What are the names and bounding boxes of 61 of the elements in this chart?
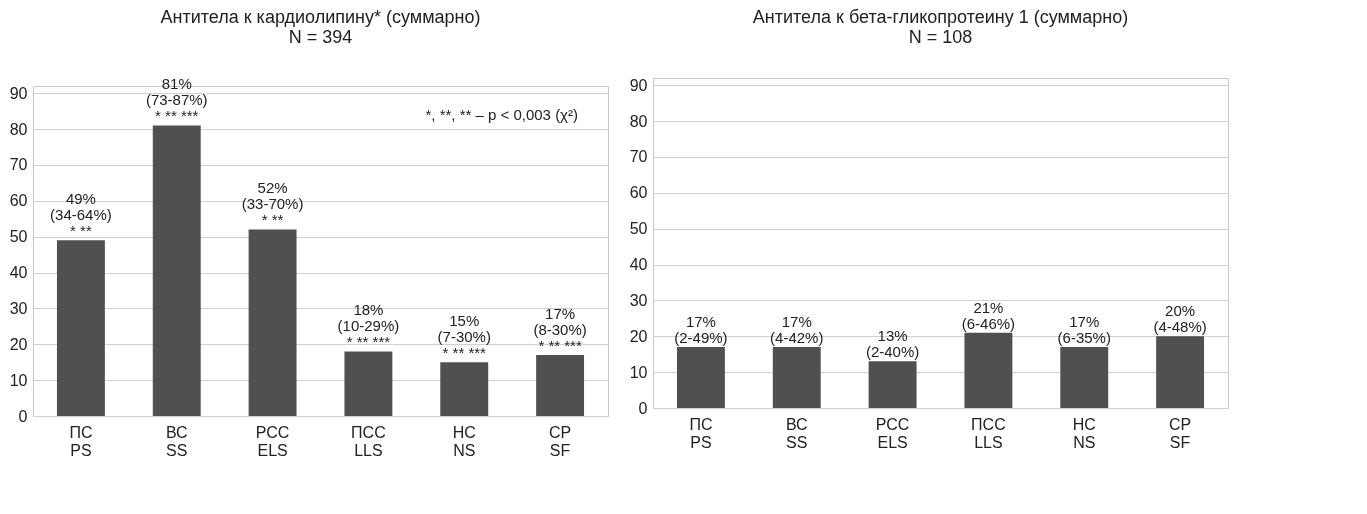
y-tick-label: 40 <box>9 264 28 282</box>
bar <box>248 229 297 416</box>
y-tick-label: 60 <box>9 192 28 210</box>
chart-title: Антитела к бета-гликопротеину 1 (суммарно) <box>752 7 1129 28</box>
data-label: 49% (34-64%) * ** <box>50 190 112 240</box>
data-label: 13% (2-40%) <box>865 327 920 361</box>
x-tick-label: ПС PS <box>69 423 93 459</box>
bar <box>1156 336 1205 408</box>
bar <box>1060 347 1109 408</box>
y-tick-label: 30 <box>629 291 648 309</box>
annotation: *, **, ** – p < 0,003 (χ²) <box>425 106 578 123</box>
data-label: 81% (73-87%) * ** *** <box>145 75 208 125</box>
data-label: 21% (6-46%) <box>961 298 1016 332</box>
bar <box>440 362 489 416</box>
y-tick-label: 30 <box>9 299 28 317</box>
y-tick-label: 80 <box>9 120 28 138</box>
bar <box>964 332 1013 408</box>
y-tick-label: 80 <box>629 112 648 130</box>
x-tick-label: ПСС LLS <box>971 415 1006 451</box>
x-tick-label: РСС ELS <box>255 423 290 459</box>
chart-subtitle: N = 394 <box>288 27 353 48</box>
x-tick-label: РСС ELS <box>875 415 910 451</box>
x-tick-label: ПСС LLS <box>351 423 386 459</box>
x-tick-label: ПС PS <box>689 415 713 451</box>
data-label: 52% (33-70%) * ** <box>241 179 304 229</box>
y-tick-label: 90 <box>9 84 28 102</box>
chart-subtitle: N = 108 <box>908 27 973 48</box>
y-tick-label: 10 <box>629 363 648 381</box>
y-tick-label: 0 <box>18 407 28 425</box>
data-label: 15% (7-30%) * ** *** <box>437 312 491 362</box>
x-tick-label: ВС SS <box>165 423 188 459</box>
x-tick-label: НС NS <box>452 423 476 459</box>
data-label: 17% (4-42%) <box>770 313 824 347</box>
bar <box>152 125 201 416</box>
bar <box>676 347 725 408</box>
y-tick-label: 50 <box>629 220 648 238</box>
y-tick-label: 60 <box>629 184 648 202</box>
x-tick-label: СР SF <box>1168 415 1192 451</box>
data-label: 18% (10-29%) * ** *** <box>337 301 400 351</box>
x-tick-label: ВС SS <box>785 415 808 451</box>
y-tick-label: 50 <box>9 228 28 246</box>
data-label: 17% (2-49%) <box>674 313 728 347</box>
y-tick-label: 70 <box>9 156 28 174</box>
y-tick-label: 40 <box>629 256 648 274</box>
y-tick-label: 70 <box>629 148 648 166</box>
y-tick-label: 10 <box>9 371 28 389</box>
y-tick-label: 0 <box>638 399 648 417</box>
bar <box>56 240 105 416</box>
y-tick-label: 20 <box>629 327 648 345</box>
data-label: 17% (8-30%) * ** *** <box>533 305 587 355</box>
data-label: 17% (6-35%) <box>1057 313 1111 347</box>
bar <box>536 355 585 416</box>
y-tick-label: 20 <box>9 335 28 353</box>
bar <box>344 351 393 416</box>
x-tick-label: СР SF <box>548 423 572 459</box>
x-tick-label: НС NS <box>1072 415 1096 451</box>
y-tick-label: 90 <box>629 76 648 94</box>
chart-title: Антитела к кардиолипину* (суммарно) <box>160 7 481 28</box>
bar <box>772 347 821 408</box>
bar <box>868 361 917 408</box>
data-label: 20% (4-48%) <box>1153 302 1207 336</box>
